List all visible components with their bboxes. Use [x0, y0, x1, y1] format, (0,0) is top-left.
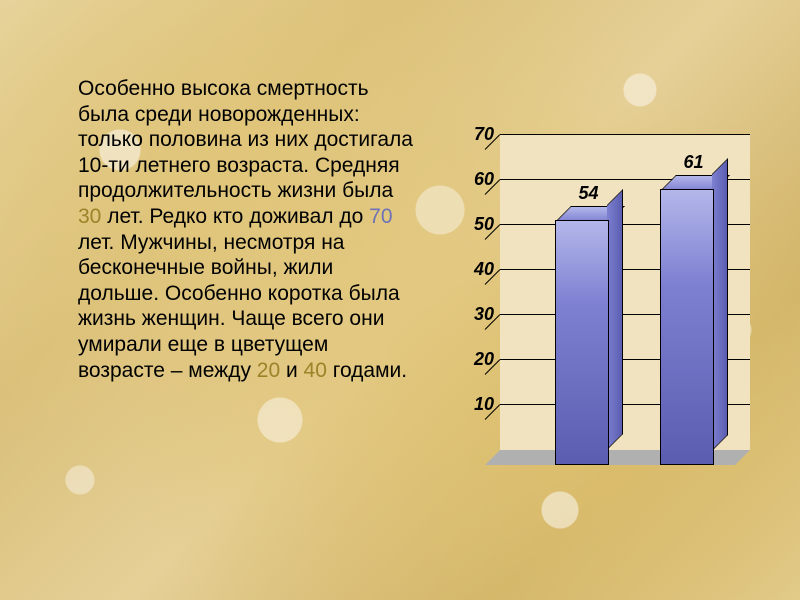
bar-side-face	[712, 158, 728, 451]
bar-value-label: 61	[668, 152, 720, 173]
text-segment: годами.	[327, 359, 407, 382]
body-text-block: Особенно высока смертность была среди но…	[78, 55, 418, 404]
bar	[660, 176, 727, 466]
text-segment: Особенно высока смертность была среди но…	[78, 77, 413, 202]
bar-side-face	[607, 189, 623, 450]
highlight-30: 30	[78, 205, 101, 228]
bar-value-label: 54	[563, 183, 615, 204]
slide: Особенно высока смертность была среди но…	[0, 0, 800, 600]
highlight-20: 20	[257, 359, 280, 382]
bar-chart-3d: 102030405060705461	[452, 130, 772, 490]
text-segment: лет. Редко кто доживал до	[101, 205, 369, 228]
text-segment: и	[280, 359, 303, 382]
grid-line	[500, 134, 750, 135]
bar-front-face	[660, 189, 714, 466]
plot-area: 54 61	[500, 150, 750, 465]
highlight-70: 70	[369, 205, 392, 228]
bar	[555, 207, 622, 465]
bar-front-face	[555, 220, 609, 465]
paragraph: Особенно высока смертность была среди но…	[78, 76, 418, 383]
highlight-40: 40	[304, 359, 327, 382]
